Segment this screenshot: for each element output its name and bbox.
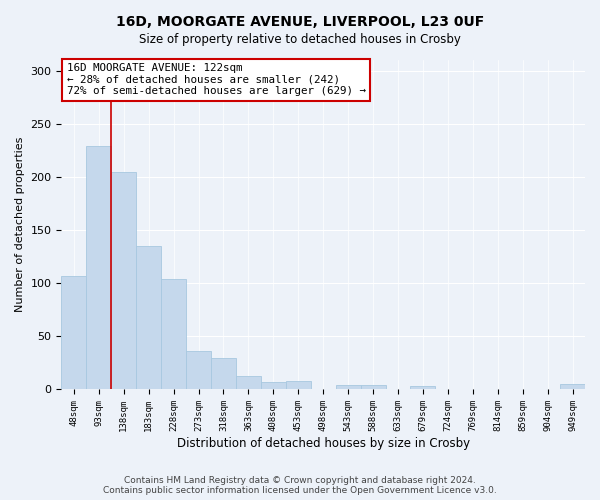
Y-axis label: Number of detached properties: Number of detached properties (15, 137, 25, 312)
Bar (261, 382, 286, 390)
X-axis label: Distribution of detached houses by size in Crosby: Distribution of detached houses by size … (176, 437, 470, 450)
Text: Contains HM Land Registry data © Crown copyright and database right 2024.
Contai: Contains HM Land Registry data © Crown c… (103, 476, 497, 495)
Bar (61, 276, 86, 390)
Bar (111, 172, 136, 390)
Bar (410, 386, 436, 390)
Bar (136, 246, 161, 390)
Bar (286, 381, 311, 390)
Bar (361, 385, 386, 390)
Text: Size of property relative to detached houses in Crosby: Size of property relative to detached ho… (139, 32, 461, 46)
Bar (560, 384, 585, 390)
Bar (161, 279, 186, 390)
Bar (236, 376, 261, 390)
Bar (211, 358, 236, 390)
Bar (335, 385, 361, 390)
Bar (86, 146, 111, 390)
Text: 16D, MOORGATE AVENUE, LIVERPOOL, L23 0UF: 16D, MOORGATE AVENUE, LIVERPOOL, L23 0UF (116, 15, 484, 29)
Bar (186, 351, 211, 390)
Text: 16D MOORGATE AVENUE: 122sqm
← 28% of detached houses are smaller (242)
72% of se: 16D MOORGATE AVENUE: 122sqm ← 28% of det… (67, 64, 365, 96)
